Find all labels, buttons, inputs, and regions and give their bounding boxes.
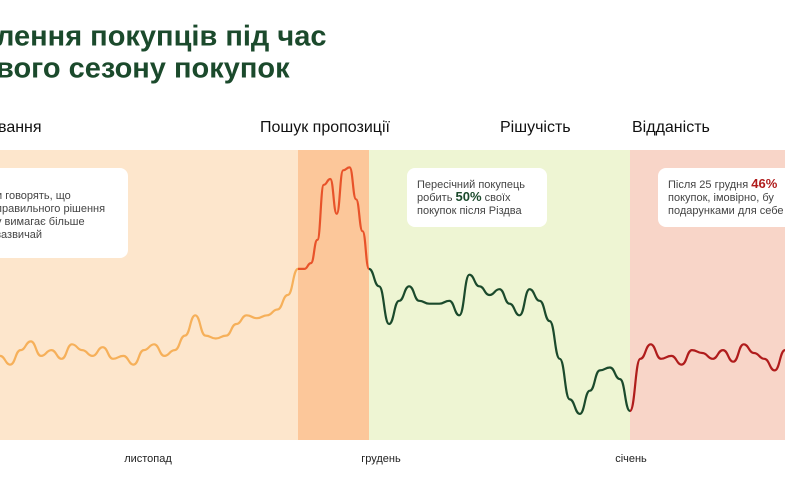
annotation-text: правильного рішення (0, 203, 105, 215)
line-segment (0, 267, 299, 366)
annotation-span: подарунками для себе (668, 205, 784, 217)
annotation-text: у вимагає більше (0, 216, 85, 228)
title-line: лення покупців під час (0, 21, 326, 53)
phase-label: Рішучість (500, 119, 571, 136)
annotation-text: и говорять, що (0, 190, 71, 202)
annotation-box (407, 168, 547, 227)
annotation-highlight: 50% (456, 189, 482, 204)
annotation-span: Пересічний покупець (417, 179, 525, 191)
annotation-span: своїх (482, 192, 511, 204)
line-segment (368, 267, 632, 416)
annotation-span: и говорять, що (0, 190, 71, 202)
annotation-span: правильного рішення (0, 203, 105, 215)
annotation-text: подарунками для себе (668, 205, 784, 217)
annotation-box (0, 168, 128, 258)
annotation-span: покупок після Різдва (417, 205, 523, 217)
title-line: вого сезону покупок (0, 53, 290, 85)
annotation-span: робить (417, 192, 456, 204)
annotation-span: зазвичай (0, 229, 42, 241)
annotation-span: у вимагає більше (0, 216, 85, 228)
phase-label: Відданість (632, 119, 710, 136)
annotation-box (658, 168, 785, 227)
annotation-text: покупок, імовірно, бу (668, 192, 774, 204)
x-tick-label: грудень (361, 453, 401, 465)
x-tick-label: січень (615, 453, 647, 465)
x-tick-label: листопад (124, 453, 172, 465)
phase-label: Пошук пропозиції (260, 119, 391, 136)
annotation-text: робить 50% своїх (417, 189, 511, 204)
annotation-text: зазвичай (0, 229, 42, 241)
annotation-text: покупок після Різдва (417, 205, 523, 217)
annotation-span: покупок, імовірно, бу (668, 192, 774, 204)
line-segment (628, 343, 785, 413)
annotation-highlight: 46% (751, 176, 777, 191)
annotation-text: Пересічний покупець (417, 179, 525, 191)
line-segment (297, 166, 371, 271)
phase-label: вання (0, 119, 42, 136)
annotation-span: Після 25 грудня (668, 179, 751, 191)
annotation-text: Після 25 грудня 46% (668, 176, 778, 191)
